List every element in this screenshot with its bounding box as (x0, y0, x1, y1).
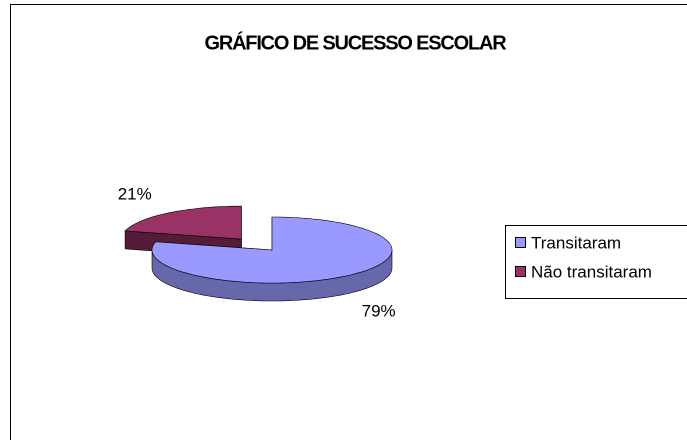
chart-title: GRÁFICO DE SUCESSO ESCOLAR (204, 31, 507, 54)
data-label: 79% (362, 301, 396, 320)
pie-slice (124, 205, 242, 240)
legend-box (505, 225, 687, 299)
legend-swatch (515, 266, 526, 277)
legend-label: Transitaram (531, 233, 621, 252)
pie-slice (151, 216, 393, 284)
data-label: 21% (118, 185, 152, 204)
legend-label: Não transitaram (531, 262, 652, 281)
legend-swatch (515, 237, 526, 248)
chart-frame (10, 4, 687, 440)
